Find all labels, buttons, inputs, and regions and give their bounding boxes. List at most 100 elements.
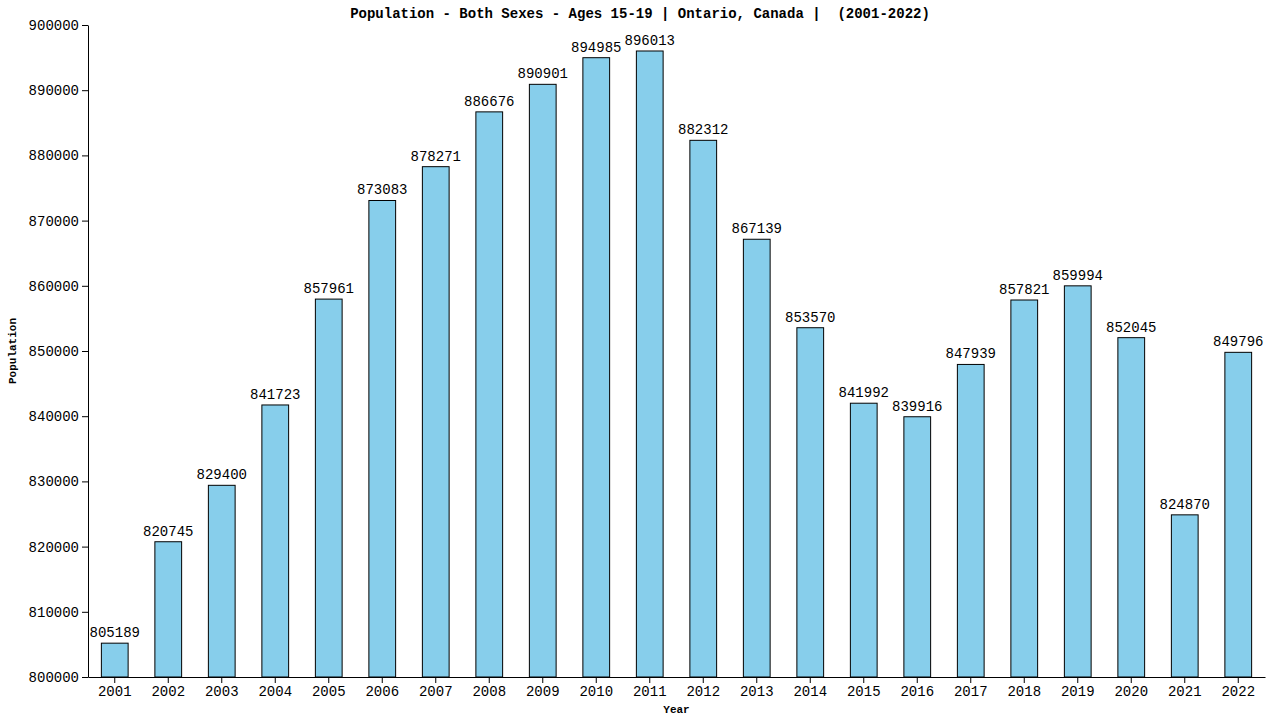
y-tick-label: 860000: [29, 279, 79, 295]
chart: 8051898207458294008417238579618730838782…: [0, 0, 1280, 720]
title: Population - Both Sexes - Ages 15-19 | O…: [350, 6, 930, 22]
x-tick: 2022: [1221, 677, 1255, 700]
y-tick: 800000: [29, 670, 88, 686]
x-tick-label: 2007: [419, 684, 453, 700]
x-tick-label: 2010: [579, 684, 613, 700]
y-tick: 840000: [29, 409, 88, 425]
y-tick-mark: [82, 481, 88, 482]
y-tick-mark: [82, 612, 88, 613]
x-tick-label: 2001: [98, 684, 132, 700]
data-label: 841992: [839, 385, 889, 401]
x-axis: 2001200220032004200520062007200820092010…: [89, 677, 1266, 700]
x-axis-line: [89, 677, 1266, 678]
x-tick: 2013: [740, 677, 774, 700]
bar: [797, 328, 824, 677]
bar: [1064, 286, 1091, 677]
y-tick-label: 870000: [29, 214, 79, 230]
plot: 8051898207458294008417238579618730838782…: [29, 18, 1266, 700]
x-tick-mark: [328, 677, 329, 683]
x-tick-label: 2016: [900, 684, 934, 700]
data-label: 853570: [785, 310, 835, 326]
x-tick-label: 2019: [1061, 684, 1095, 700]
x-tick-label: 2011: [633, 684, 667, 700]
bars: [101, 51, 1251, 677]
x-tick-mark: [114, 677, 115, 683]
y-tick-label: 900000: [29, 18, 79, 34]
y-tick-mark: [82, 677, 88, 678]
x-tick: 2002: [151, 677, 185, 700]
bar: [422, 167, 449, 677]
bar: [101, 643, 128, 677]
data-label: 896013: [625, 33, 675, 49]
x-tick: 2005: [312, 677, 346, 700]
y-tick: 850000: [29, 344, 88, 360]
x-tick-mark: [810, 677, 811, 683]
x-tick-mark: [435, 677, 436, 683]
y-tick: 860000: [29, 279, 88, 295]
bar: [850, 403, 877, 677]
x-tick: 2018: [1007, 677, 1041, 700]
y-tick-mark: [82, 221, 88, 222]
x-tick: 2007: [419, 677, 453, 700]
x-tick-mark: [1131, 677, 1132, 683]
x-tick-mark: [1077, 677, 1078, 683]
bar: [369, 200, 396, 677]
y-tick-mark: [82, 286, 88, 287]
y-tick-label: 820000: [29, 540, 79, 556]
y-tick: 870000: [29, 214, 88, 230]
data-label: 857821: [999, 282, 1049, 298]
data-labels: 8051898207458294008417238579618730838782…: [90, 33, 1264, 641]
x-tick-mark: [756, 677, 757, 683]
x-tick-mark: [168, 677, 169, 683]
x-tick-mark: [542, 677, 543, 683]
x-tick: 2015: [847, 677, 881, 700]
x-tick-label: 2004: [258, 684, 292, 700]
x-tick: 2008: [472, 677, 506, 700]
x-tick-mark: [596, 677, 597, 683]
x-tick-label: 2013: [740, 684, 774, 700]
x-tick-label: 2006: [365, 684, 399, 700]
bar: [690, 140, 717, 677]
x-tick-mark: [917, 677, 918, 683]
bar: [315, 299, 342, 677]
x-tick-mark: [1184, 677, 1185, 683]
bar: [1225, 352, 1252, 677]
y-tick-label: 830000: [29, 474, 79, 490]
bar: [957, 364, 984, 677]
data-label: 847939: [946, 346, 996, 362]
y-tick: 890000: [29, 83, 88, 99]
y-tick-mark: [82, 25, 88, 26]
x-tick-mark: [863, 677, 864, 683]
x-tick: 2011: [633, 677, 667, 700]
x-tick: 2001: [98, 677, 132, 700]
y-axis: 8000008100008200008300008400008500008600…: [29, 18, 89, 686]
y-tick-label: 850000: [29, 344, 79, 360]
y-tick-mark: [82, 416, 88, 417]
bar: [476, 112, 503, 677]
data-label: 867139: [732, 221, 782, 237]
bar: [529, 84, 556, 677]
y-tick-label: 890000: [29, 83, 79, 99]
data-label: 805189: [90, 625, 140, 641]
x-tick: 2009: [526, 677, 560, 700]
x-tick-mark: [221, 677, 222, 683]
y-tick-label: 840000: [29, 409, 79, 425]
x-axis-title: Year: [663, 704, 689, 716]
y-axis-line: [88, 26, 89, 678]
data-label: 873083: [357, 182, 407, 198]
data-label: 829400: [197, 467, 247, 483]
x-tick-mark: [649, 677, 650, 683]
data-label: 824870: [1160, 497, 1210, 513]
x-tick: 2010: [579, 677, 613, 700]
x-tick-label: 2014: [793, 684, 827, 700]
data-label: 839916: [892, 399, 942, 415]
x-tick-label: 2005: [312, 684, 346, 700]
bar: [636, 51, 663, 677]
data-label: 857961: [304, 281, 354, 297]
x-tick-label: 2022: [1221, 684, 1255, 700]
x-tick-mark: [1238, 677, 1239, 683]
y-tick-label: 880000: [29, 148, 79, 164]
y-tick: 820000: [29, 540, 88, 556]
x-tick: 2004: [258, 677, 292, 700]
y-tick: 900000: [29, 18, 88, 34]
